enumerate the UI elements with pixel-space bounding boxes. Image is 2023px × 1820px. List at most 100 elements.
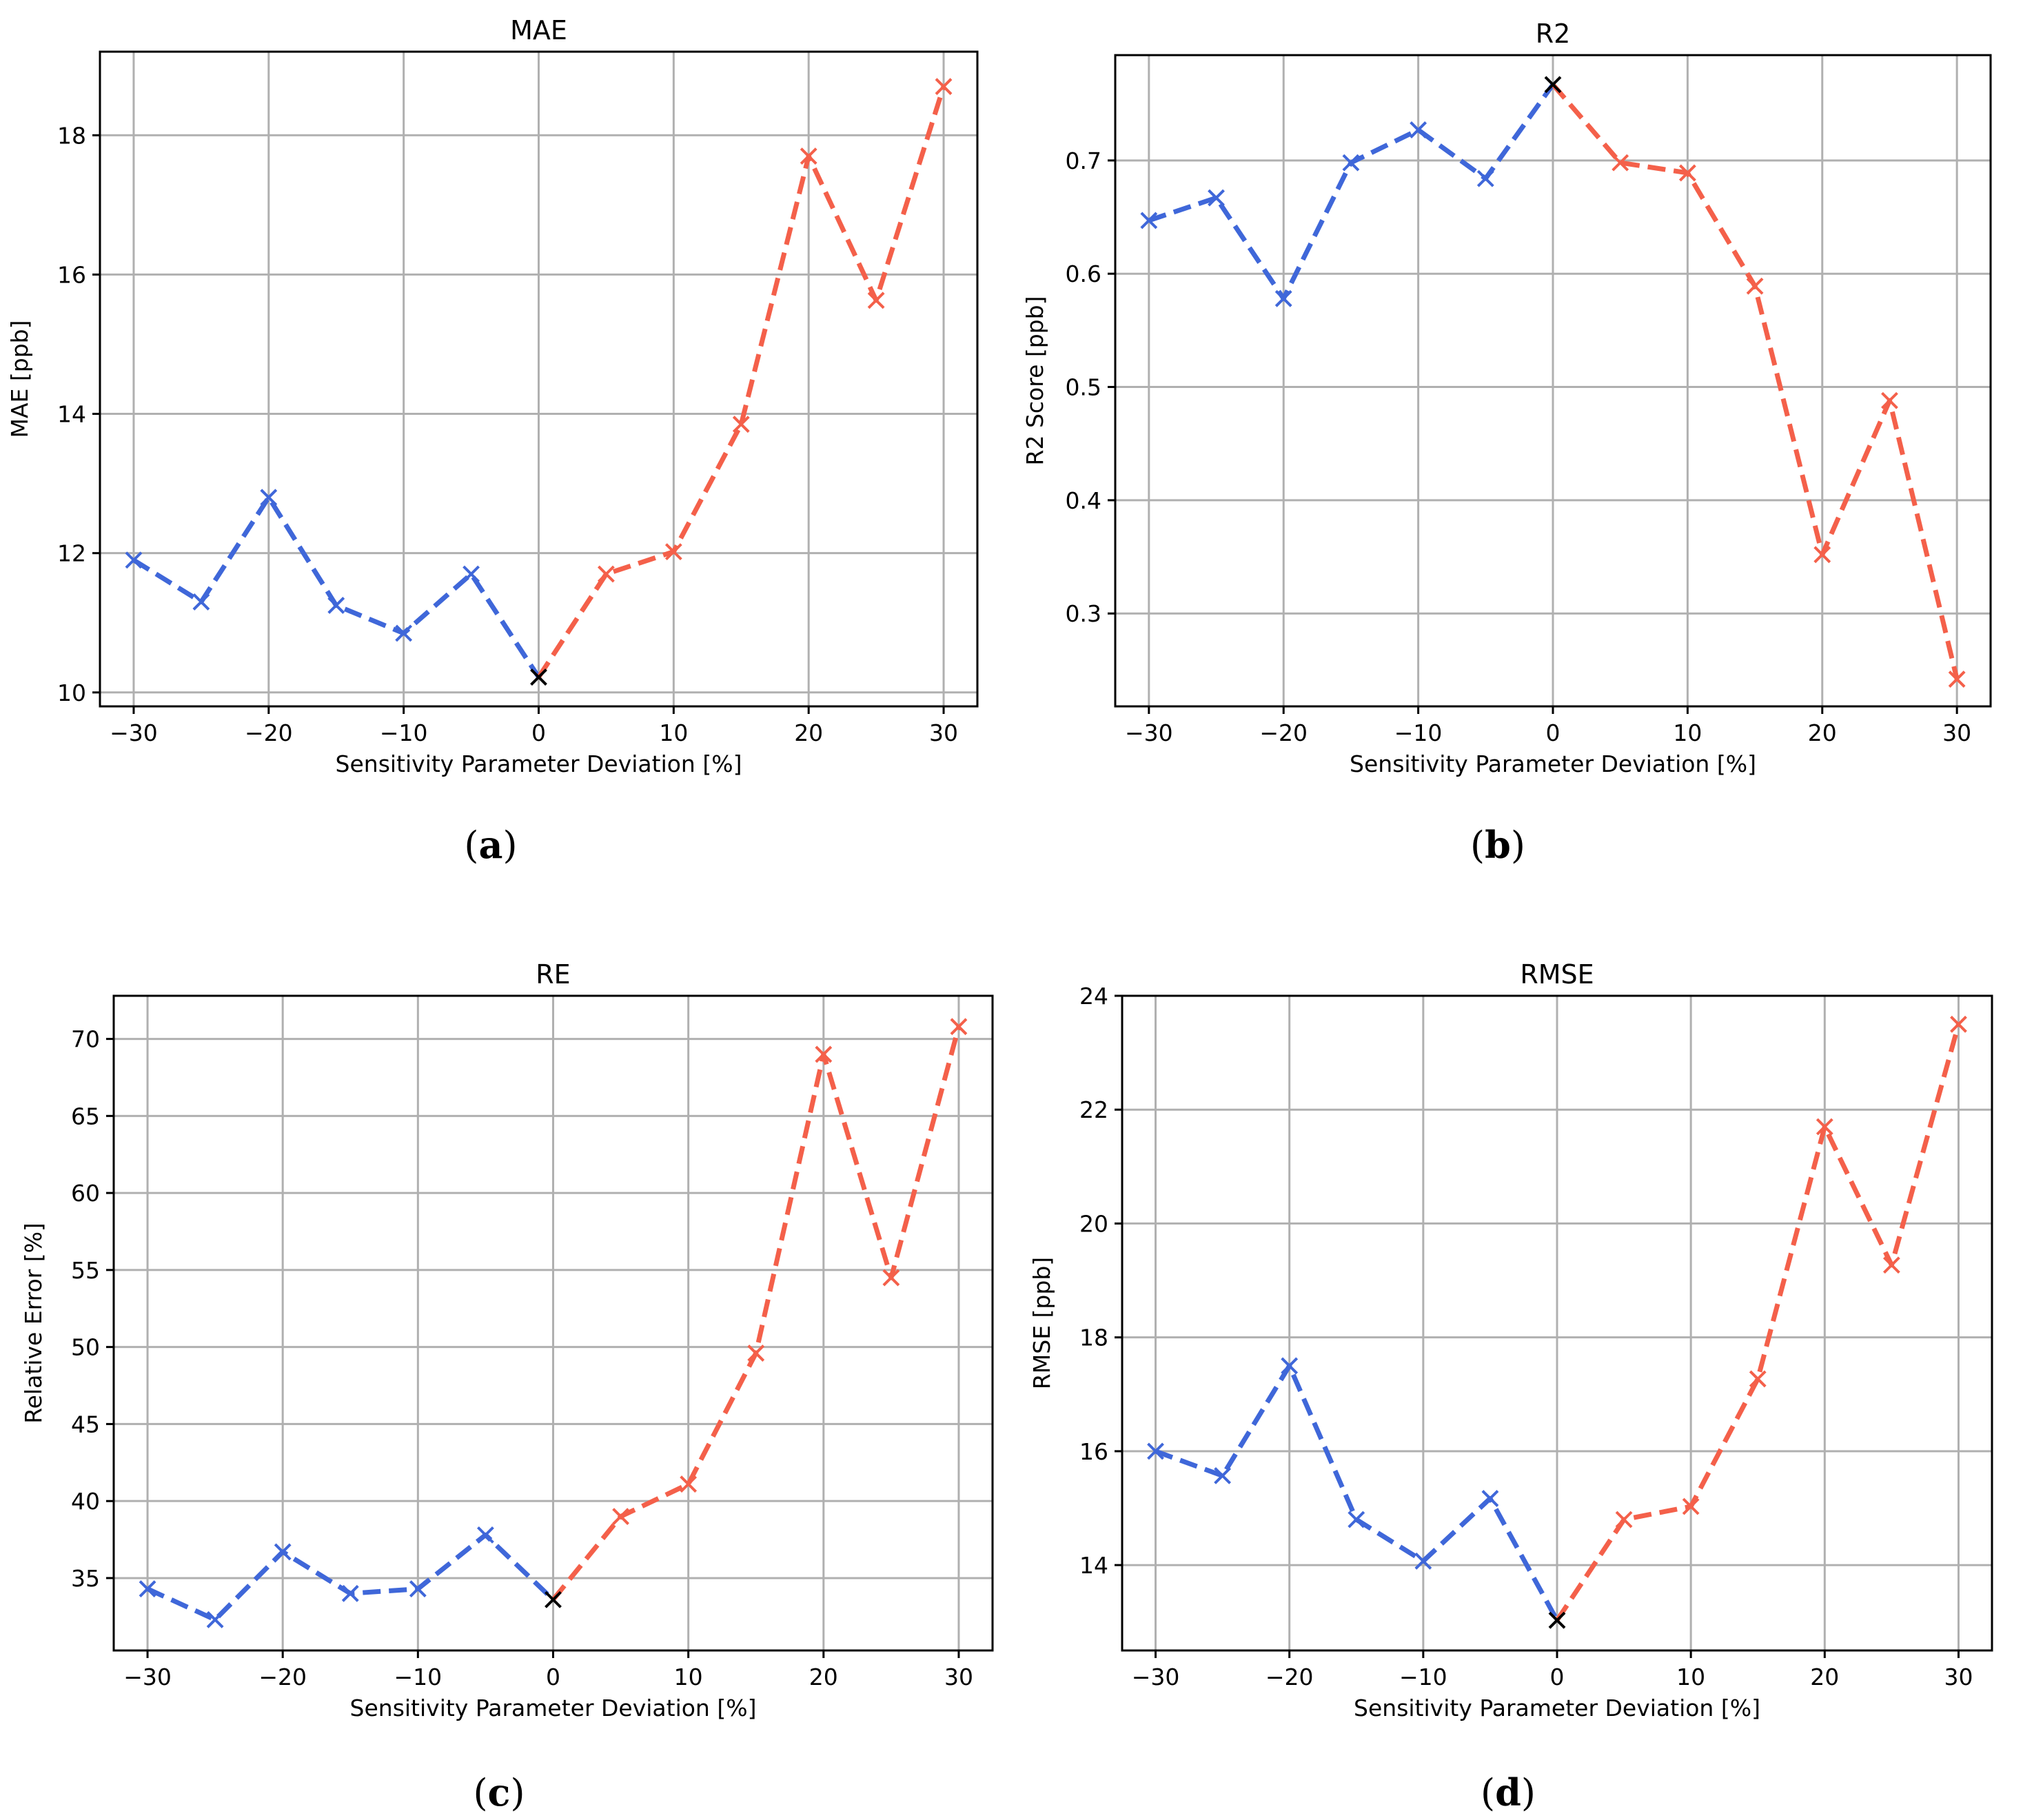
- y-tick-label: 14: [1079, 1552, 1108, 1579]
- x-tick-label: 10: [674, 1664, 703, 1690]
- y-tick-label: 0.5: [1066, 374, 1101, 401]
- x-tick-label: 20: [1810, 1664, 1839, 1690]
- data-point-marker: [747, 1344, 765, 1362]
- y-tick-label: 40: [71, 1488, 100, 1515]
- data-point-marker: [1274, 289, 1292, 307]
- data-point-marker: [545, 1591, 562, 1608]
- data-point-marker: [664, 543, 682, 561]
- x-tick-label: 10: [1673, 719, 1702, 746]
- data-point-marker: [1682, 1497, 1700, 1515]
- chart-title: R2: [1536, 19, 1571, 49]
- plot-area: −30 −20 −10 0 10 20 30 14 16 18 20 22 24: [1079, 983, 1993, 1690]
- data-point-marker: [815, 1045, 833, 1063]
- data-point-marker: [1208, 189, 1225, 207]
- data-point-marker: [1881, 391, 1898, 409]
- y-tick-label: 35: [71, 1565, 100, 1592]
- data-point-marker: [1612, 154, 1629, 172]
- y-tick-label: 18: [1079, 1325, 1108, 1351]
- y-tick-label: 16: [1079, 1438, 1108, 1465]
- x-tick-label: 30: [929, 719, 958, 746]
- series-line-positive: [1555, 1023, 1961, 1622]
- data-point-marker: [1882, 1256, 1900, 1274]
- x-tick-label: 10: [1676, 1664, 1705, 1690]
- caption: (a): [464, 823, 517, 867]
- x-tick-label: 0: [1546, 719, 1561, 746]
- y-tick-label: 65: [71, 1103, 100, 1129]
- y-tick-label: 70: [71, 1026, 100, 1053]
- x-tick-label: 0: [531, 719, 546, 746]
- data-point-marker: [1746, 277, 1764, 295]
- data-point-marker: [1214, 1466, 1232, 1484]
- y-tick-label: 10: [57, 679, 86, 706]
- x-tick-label: −10: [1394, 719, 1443, 746]
- data-point-marker: [274, 1543, 292, 1561]
- y-tick-label: 14: [57, 401, 86, 428]
- data-point-marker: [1147, 1442, 1164, 1460]
- data-point-marker: [1414, 1552, 1432, 1570]
- x-tick-label: 20: [809, 1664, 838, 1690]
- data-point-marker: [935, 78, 953, 95]
- caption: (d): [1481, 1770, 1536, 1814]
- y-tick-label: 0.6: [1066, 260, 1101, 287]
- x-tick-label: 30: [1942, 719, 1971, 746]
- data-point-marker: [1281, 1357, 1299, 1375]
- x-axis-label: Sensitivity Parameter Deviation [%]: [350, 1695, 757, 1721]
- y-axis-label: MAE [ppb]: [6, 320, 33, 438]
- x-axis-label: Sensitivity Parameter Deviation [%]: [1350, 750, 1756, 777]
- data-point-marker: [1410, 121, 1427, 139]
- data-point-marker: [1342, 154, 1360, 172]
- x-tick-label: −30: [1132, 1664, 1180, 1690]
- y-axis-label: RMSE [ppb]: [1028, 1257, 1055, 1389]
- panel-a: −30 −20 −10 0 10 20 30 10 12 14 16 18 MAE Sensitivi…: [6, 15, 979, 867]
- data-point-marker: [409, 1580, 427, 1598]
- data-point-marker: [867, 292, 885, 309]
- y-tick-label: 0.4: [1066, 487, 1101, 514]
- data-point-marker: [1548, 1611, 1566, 1629]
- data-point-marker: [477, 1526, 494, 1544]
- y-tick-label: 22: [1079, 1096, 1108, 1123]
- x-tick-label: −10: [380, 719, 428, 746]
- x-tick-label: −30: [123, 1664, 172, 1690]
- data-point-marker: [598, 565, 615, 583]
- y-tick-label: 12: [57, 540, 86, 567]
- caption: (c): [473, 1770, 525, 1814]
- data-point-marker: [882, 1269, 900, 1287]
- data-point-marker: [1348, 1511, 1365, 1528]
- y-tick-label: 0.7: [1066, 147, 1101, 174]
- y-tick-label: 18: [57, 122, 86, 149]
- x-tick-label: −20: [245, 719, 293, 746]
- plot-area: −30 −20 −10 0 10 20 30 0.3 0.4 0.5 0.6 0.7: [1066, 54, 1992, 746]
- data-point-marker: [1678, 164, 1696, 182]
- x-tick-label: 20: [1808, 719, 1837, 746]
- x-tick-label: 0: [546, 1664, 560, 1690]
- y-tick-label: 20: [1079, 1210, 1108, 1237]
- y-tick-label: 45: [71, 1411, 100, 1438]
- x-tick-label: 0: [1550, 1664, 1565, 1690]
- data-point-marker: [1481, 1490, 1499, 1507]
- x-tick-label: −20: [1259, 719, 1308, 746]
- data-point-marker: [192, 593, 210, 611]
- data-point-marker: [1749, 1370, 1767, 1388]
- data-point-marker: [732, 416, 750, 433]
- data-point-marker: [1813, 546, 1831, 564]
- x-tick-label: −20: [258, 1664, 307, 1690]
- series-line-positive: [1551, 83, 1960, 680]
- data-point-marker: [950, 1018, 968, 1036]
- data-point-marker: [327, 597, 345, 614]
- x-tick-label: −30: [110, 719, 158, 746]
- data-point-marker: [395, 624, 413, 642]
- panel-b: −30 −20 −10 0 10 20 30 0.3 0.4 0.5 0.6 0.7 R2 Sensi…: [1021, 19, 1992, 867]
- series-line-negative: [132, 495, 541, 679]
- x-tick-label: −10: [1399, 1664, 1447, 1690]
- x-axis-label: Sensitivity Parameter Deviation [%]: [1354, 1695, 1760, 1721]
- series-line-positive: [536, 85, 946, 679]
- chart-title: RMSE: [1520, 959, 1594, 990]
- x-axis-label: Sensitivity Parameter Deviation [%]: [336, 750, 742, 777]
- data-point-marker: [1476, 170, 1494, 187]
- y-axis-label: R2 Score [ppb]: [1021, 296, 1048, 466]
- y-tick-label: 50: [71, 1334, 100, 1361]
- data-point-marker: [1816, 1118, 1833, 1136]
- plot-area: −30 −20 −10 0 10 20 30 10 12 14 16 18: [57, 50, 979, 746]
- caption: (b): [1470, 823, 1525, 867]
